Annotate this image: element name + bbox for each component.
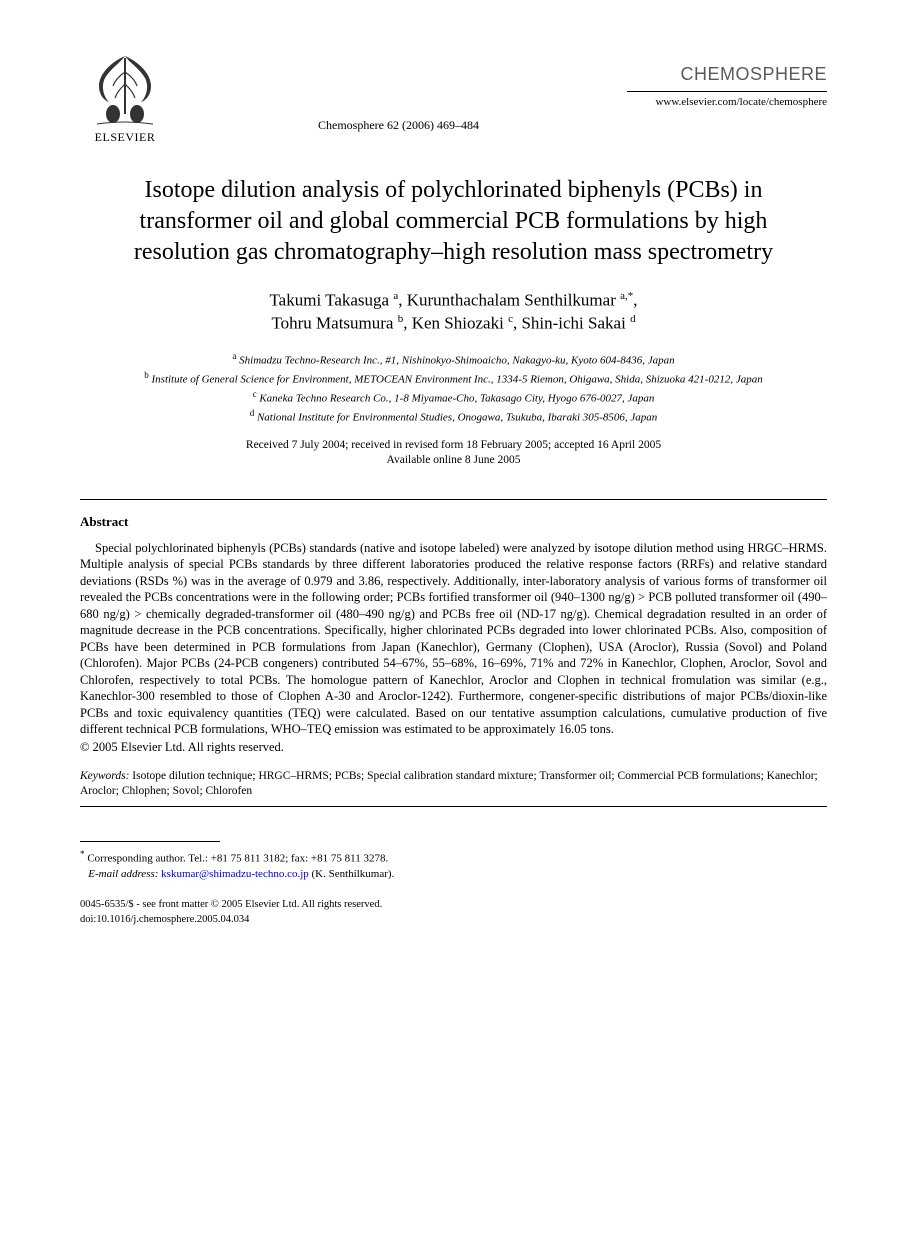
journal-name: CHEMOSPHERE bbox=[680, 64, 827, 85]
journal-rule bbox=[627, 91, 827, 92]
separator-rule bbox=[80, 499, 827, 500]
online-line: Available online 8 June 2005 bbox=[80, 453, 827, 469]
keywords-text: Isotope dilution technique; HRGC–HRMS; P… bbox=[80, 770, 818, 798]
corresponding-author-line: * Corresponding author. Tel.: +81 75 811… bbox=[80, 848, 827, 867]
journal-block: CHEMOSPHERE www.elsevier.com/locate/chem… bbox=[627, 50, 827, 108]
email-suffix: (K. Senthilkumar). bbox=[312, 868, 395, 880]
footnote-block: * Corresponding author. Tel.: +81 75 811… bbox=[80, 848, 827, 882]
abstract-heading: Abstract bbox=[80, 514, 827, 530]
elsevier-tree-logo bbox=[89, 50, 161, 128]
affiliations-block: a Shimadzu Techno-Research Inc., #1, Nis… bbox=[80, 350, 827, 426]
doi-line: doi:10.1016/j.chemosphere.2005.04.034 bbox=[80, 913, 827, 927]
received-line: Received 7 July 2004; received in revise… bbox=[80, 438, 827, 454]
dates-block: Received 7 July 2004; received in revise… bbox=[80, 438, 827, 469]
article-title: Isotope dilution analysis of polychlorin… bbox=[100, 175, 807, 269]
abstract-copyright: © 2005 Elsevier Ltd. All rights reserved… bbox=[80, 740, 827, 755]
footnote-rule bbox=[80, 841, 220, 842]
email-address[interactable]: kskumar@shimadzu-techno.co.jp bbox=[161, 868, 309, 880]
email-line: E-mail address: kskumar@shimadzu-techno.… bbox=[80, 867, 827, 882]
journal-url[interactable]: www.elsevier.com/locate/chemosphere bbox=[655, 96, 827, 108]
authors-line: Takumi Takasuga a, Kurunthachalam Senthi… bbox=[80, 289, 827, 336]
keywords-label: Keywords: bbox=[80, 770, 129, 782]
corresponding-text: Corresponding author. Tel.: +81 75 811 3… bbox=[87, 853, 388, 865]
abstract-body: Special polychlorinated biphenyls (PCBs)… bbox=[80, 540, 827, 738]
bottom-block: 0045-6535/$ - see front matter © 2005 El… bbox=[80, 898, 827, 926]
publisher-block: ELSEVIER bbox=[80, 50, 170, 145]
separator-rule-2 bbox=[80, 806, 827, 807]
publisher-name: ELSEVIER bbox=[95, 130, 156, 145]
email-label: E-mail address: bbox=[88, 868, 158, 880]
journal-reference: Chemosphere 62 (2006) 469–484 bbox=[170, 50, 627, 133]
front-matter-line: 0045-6535/$ - see front matter © 2005 El… bbox=[80, 898, 827, 912]
keywords-block: Keywords: Isotope dilution technique; HR… bbox=[80, 769, 827, 800]
header-row: ELSEVIER Chemosphere 62 (2006) 469–484 C… bbox=[80, 50, 827, 145]
